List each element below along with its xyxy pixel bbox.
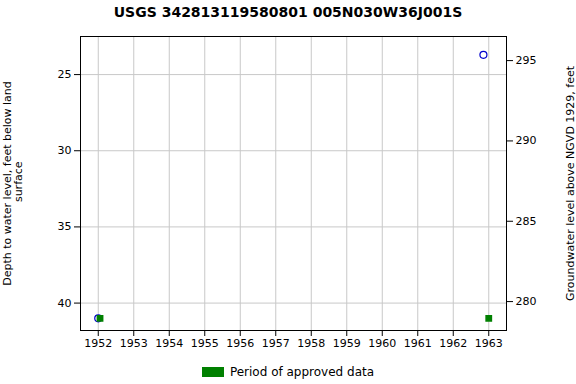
svg-text:1959: 1959 [333,337,361,350]
svg-text:Depth to water level, feet bel: Depth to water level, feet below land su… [1,81,25,286]
svg-text:1962: 1962 [439,337,467,350]
svg-text:35: 35 [58,220,72,233]
svg-text:1960: 1960 [368,337,396,350]
svg-text:1956: 1956 [226,337,254,350]
svg-text:1955: 1955 [191,337,219,350]
svg-text:1961: 1961 [404,337,432,350]
svg-text:1957: 1957 [262,337,290,350]
svg-text:25: 25 [58,68,72,81]
svg-text:285: 285 [516,215,537,228]
svg-text:295: 295 [516,54,537,67]
svg-text:1954: 1954 [155,337,183,350]
svg-text:30: 30 [58,144,72,157]
svg-text:Groundwater level above NGVD 1: Groundwater level above NGVD 1929, feet [564,65,576,301]
svg-text:1963: 1963 [475,337,503,350]
svg-text:290: 290 [516,134,537,147]
svg-text:280: 280 [516,295,537,308]
svg-text:1953: 1953 [120,337,148,350]
svg-text:1952: 1952 [84,337,112,350]
html-text:Period of approved data: Period of approved data [229,365,375,379]
html-text:USGS 342813119580801 005N030W3: USGS 342813119580801 005N030W36J001S [113,4,463,20]
svg-text:1958: 1958 [297,337,325,350]
svg-text:40: 40 [58,297,72,310]
